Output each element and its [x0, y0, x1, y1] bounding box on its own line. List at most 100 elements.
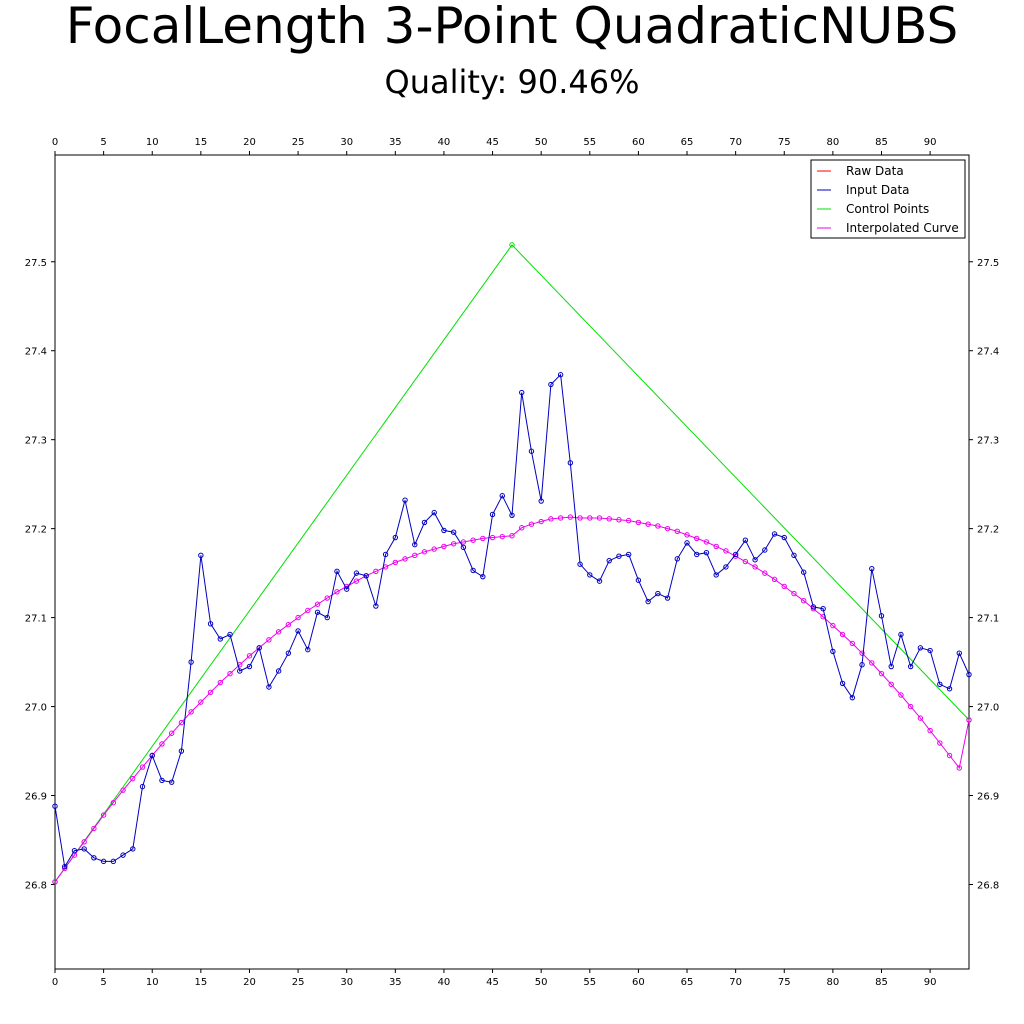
interpolated-curve-point	[849, 640, 856, 647]
input-data-point	[120, 852, 126, 858]
input-data-point	[946, 686, 953, 692]
control-points-point	[509, 242, 515, 248]
interpolated-curve-point	[713, 543, 719, 550]
legend-label: Control Points	[846, 202, 929, 216]
legend-label: Input Data	[846, 183, 910, 197]
interpolated-curve-point	[314, 601, 321, 607]
input-data-point	[159, 777, 165, 784]
input-data-point	[528, 448, 535, 454]
interpolated-curve-point	[606, 516, 612, 522]
input-data-point	[344, 586, 350, 592]
input-data-point	[480, 573, 486, 580]
interpolated-curve-point	[110, 799, 117, 806]
x-tick-label-top: 15	[194, 137, 207, 148]
interpolated-curve-point	[227, 670, 233, 677]
x-tick-label-bottom: 45	[486, 977, 499, 988]
x-tick-label-top: 45	[486, 137, 499, 148]
input-data-point	[110, 858, 117, 865]
x-tick-label-top: 70	[729, 137, 742, 148]
input-data-point	[431, 509, 437, 516]
x-tick-label-top: 5	[100, 137, 106, 148]
input-data-point	[256, 645, 262, 651]
interpolated-curve-point	[567, 514, 574, 520]
interpolated-curve-point	[324, 595, 330, 601]
interpolated-curve-point	[674, 528, 680, 535]
control-points-line	[54, 244, 970, 883]
interpolated-curve-point	[120, 787, 126, 793]
interpolated-curve-point	[635, 519, 642, 526]
input-data-point	[907, 663, 914, 670]
interpolated-curve-point	[412, 552, 418, 559]
input-data-point	[149, 752, 155, 759]
input-data-point	[227, 631, 233, 638]
x-tick-label-bottom: 40	[438, 977, 451, 988]
input-data-point	[577, 561, 583, 567]
input-data-point	[198, 552, 204, 559]
input-data-point	[237, 668, 243, 674]
x-tick-label-top: 75	[778, 137, 791, 148]
x-tick-label-bottom: 85	[875, 977, 888, 988]
input-data-point	[684, 540, 690, 546]
input-data-point	[470, 567, 476, 574]
input-data-point	[606, 557, 612, 564]
input-data-point	[130, 846, 136, 852]
y-tick-label-left: 27.5	[25, 258, 47, 269]
interpolated-curve-point	[596, 515, 603, 521]
interpolated-curve-point	[52, 879, 58, 885]
input-data-point	[732, 551, 739, 558]
interpolated-curve-point	[217, 679, 223, 686]
x-tick-label-top: 80	[827, 137, 840, 148]
input-data-point	[927, 647, 933, 654]
y-tick-label-left: 27.0	[25, 703, 47, 714]
x-tick-label-top: 30	[340, 137, 353, 148]
interpolated-curve-point	[480, 535, 486, 542]
interpolated-curve-point	[956, 765, 962, 771]
input-data-point	[820, 606, 826, 612]
y-tick-label-left: 27.2	[25, 525, 47, 536]
input-data-point	[830, 648, 836, 655]
input-data-point	[353, 570, 360, 576]
interpolated-curve-point	[645, 521, 651, 527]
interpolated-curve-point	[664, 525, 671, 532]
interpolated-curve-point	[460, 539, 467, 545]
interpolated-curve-point	[742, 558, 749, 565]
interpolated-curve-point	[781, 583, 787, 590]
input-data-point	[878, 613, 885, 619]
input-data-point	[596, 578, 603, 584]
input-data-point	[441, 527, 447, 534]
input-data-point	[305, 646, 311, 653]
input-data-point	[762, 547, 768, 553]
interpolated-curve-point	[159, 741, 165, 747]
input-data-point	[771, 531, 778, 537]
x-tick-label-top: 85	[875, 137, 888, 148]
interpolated-curve-point	[839, 631, 846, 638]
x-tick-label-bottom: 80	[827, 977, 840, 988]
input-data-point	[839, 680, 846, 687]
legend-box	[810, 159, 966, 239]
y-tick-label-right: 27.2	[977, 525, 999, 536]
input-data-point	[742, 537, 749, 543]
input-data-point	[178, 748, 185, 754]
interpolated-curve-point	[188, 709, 194, 715]
interpolated-curve-point	[168, 730, 175, 736]
interpolated-curve-point	[392, 559, 399, 566]
x-tick-label-top: 10	[146, 137, 159, 148]
y-tick-label-left: 26.9	[25, 792, 47, 803]
interpolated-curve-point	[441, 543, 447, 550]
interpolated-curve-point	[489, 534, 496, 541]
legend: Raw Data Input Data Control Points Interpol…	[810, 159, 966, 239]
interpolated-curve-point	[791, 590, 797, 597]
interpolated-curve-point	[91, 825, 97, 832]
interpolated-curve-point	[684, 532, 690, 538]
input-data-point	[382, 551, 389, 558]
interpolated-curve-point	[762, 570, 768, 576]
x-tick-label-top: 0	[52, 137, 58, 148]
input-data-point	[450, 529, 457, 535]
interpolated-curve-point	[966, 717, 972, 723]
y-tick-label-left: 26.8	[25, 880, 47, 891]
x-tick-label-top: 25	[292, 137, 305, 148]
interpolated-curve-point	[275, 629, 282, 635]
input-data-point	[402, 497, 408, 503]
input-data-point	[519, 389, 525, 396]
